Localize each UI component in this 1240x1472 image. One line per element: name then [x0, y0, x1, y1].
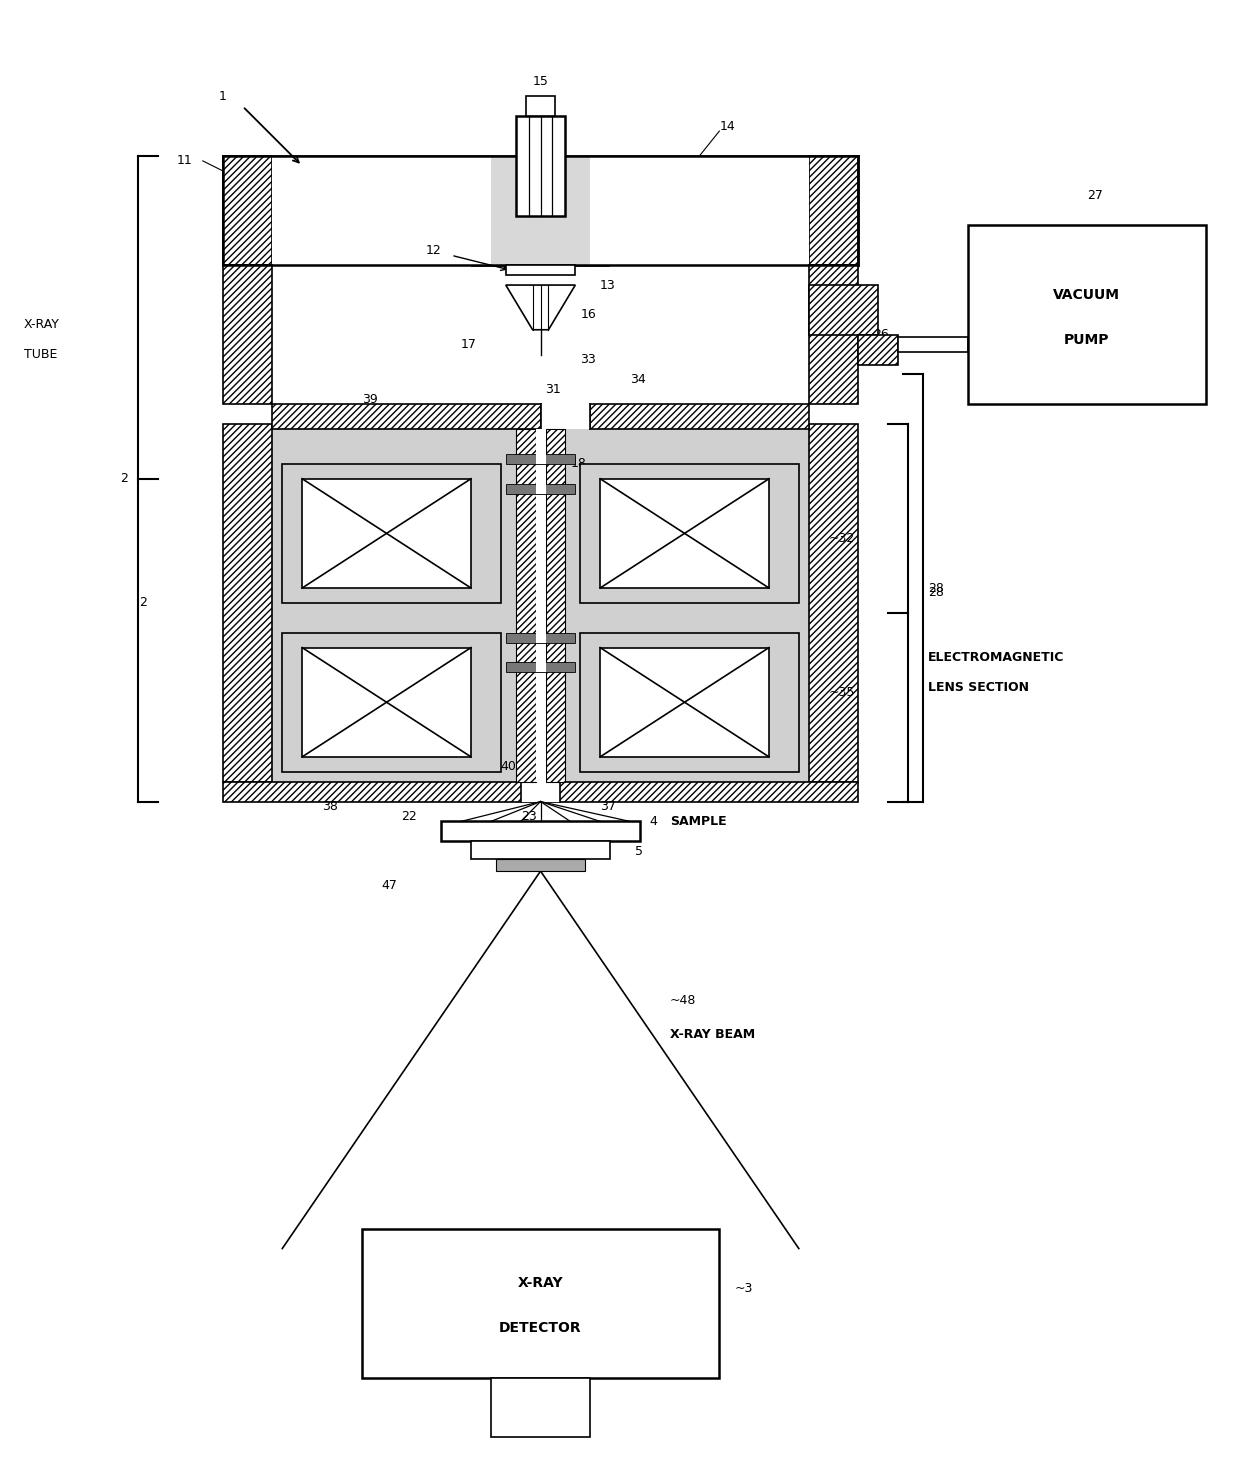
Bar	[590, 156, 808, 265]
Bar	[516, 428, 536, 782]
Text: X-RAY: X-RAY	[24, 318, 60, 331]
Bar	[273, 156, 491, 265]
Bar	[541, 405, 590, 428]
Text: VACUUM: VACUUM	[1053, 289, 1121, 302]
Text: 4: 4	[650, 815, 657, 827]
Text: ELECTROMAGNETIC: ELECTROMAGNETIC	[928, 651, 1064, 664]
Text: 39: 39	[362, 393, 377, 406]
Bar	[967, 225, 1207, 405]
Text: 17: 17	[461, 339, 477, 352]
Bar	[536, 484, 546, 493]
Text: 11: 11	[177, 155, 193, 168]
Bar	[223, 156, 273, 265]
Bar	[303, 648, 471, 757]
Bar	[536, 453, 546, 464]
Bar	[303, 478, 471, 587]
Text: X-RAY: X-RAY	[518, 1276, 563, 1291]
Bar	[506, 662, 575, 673]
Bar	[223, 424, 273, 782]
Text: 28: 28	[928, 586, 944, 599]
Bar	[273, 156, 808, 265]
Bar	[536, 428, 546, 782]
Text: SAMPLE: SAMPLE	[670, 815, 727, 827]
Text: PUMP: PUMP	[1064, 333, 1110, 347]
Text: 26: 26	[873, 328, 889, 342]
Text: 18: 18	[570, 458, 587, 471]
Text: DETECTOR: DETECTOR	[500, 1320, 582, 1335]
Polygon shape	[506, 286, 575, 330]
Text: 37: 37	[600, 799, 616, 813]
Text: ~35: ~35	[828, 686, 854, 699]
Text: 34: 34	[630, 372, 646, 386]
Bar	[546, 428, 565, 782]
Bar	[526, 96, 556, 116]
Bar	[471, 842, 610, 860]
Text: 14: 14	[719, 119, 735, 132]
Text: 31: 31	[546, 383, 562, 396]
Text: LENS SECTION: LENS SECTION	[928, 682, 1029, 693]
Text: ~3: ~3	[734, 1282, 753, 1295]
Text: 16: 16	[580, 308, 596, 321]
Text: 33: 33	[580, 353, 596, 367]
Text: TUBE: TUBE	[24, 347, 57, 361]
Text: 2: 2	[139, 596, 148, 609]
Text: 51: 51	[352, 531, 368, 545]
Bar	[506, 633, 575, 643]
Bar	[506, 484, 575, 493]
Text: 19: 19	[451, 408, 467, 421]
Text: 22: 22	[402, 810, 417, 823]
Bar	[506, 453, 575, 464]
Bar	[273, 265, 471, 405]
Text: 2: 2	[120, 473, 128, 486]
Text: 15: 15	[533, 75, 548, 88]
Bar	[491, 156, 590, 265]
Text: 5: 5	[635, 845, 642, 858]
Bar	[536, 662, 546, 673]
Bar	[273, 428, 808, 782]
Text: 38: 38	[322, 799, 337, 813]
Text: 12: 12	[425, 244, 441, 256]
Bar	[590, 405, 808, 428]
Text: 47: 47	[382, 879, 398, 892]
Bar	[491, 1378, 590, 1437]
Bar	[441, 821, 640, 842]
Bar	[496, 860, 585, 871]
Bar	[600, 648, 769, 757]
Bar	[808, 424, 858, 782]
Bar	[283, 633, 501, 771]
Bar	[223, 265, 273, 405]
Text: 28: 28	[928, 581, 944, 595]
Text: 40: 40	[501, 761, 517, 773]
Bar	[536, 633, 546, 643]
Text: ~48: ~48	[670, 994, 696, 1007]
Text: 27: 27	[1086, 190, 1102, 202]
Bar	[898, 337, 967, 352]
Bar	[283, 464, 501, 604]
Bar	[808, 286, 878, 334]
Bar	[223, 156, 858, 265]
Bar	[858, 334, 898, 365]
Text: 23: 23	[521, 810, 537, 823]
Bar	[516, 116, 565, 215]
Text: X-RAY BEAM: X-RAY BEAM	[670, 1029, 755, 1042]
Bar	[808, 156, 858, 265]
Text: ~32: ~32	[828, 531, 854, 545]
Bar	[521, 782, 560, 802]
Bar	[362, 1229, 719, 1378]
Bar	[223, 782, 858, 802]
Bar	[600, 478, 769, 587]
Text: 36: 36	[640, 690, 656, 704]
Bar	[506, 265, 575, 275]
Bar	[580, 464, 799, 604]
Text: 13: 13	[600, 278, 616, 291]
Bar	[610, 265, 808, 405]
Bar	[580, 633, 799, 771]
Text: 41: 41	[475, 761, 491, 773]
Bar	[808, 265, 858, 405]
Bar	[273, 405, 541, 428]
Text: 1: 1	[218, 90, 227, 103]
